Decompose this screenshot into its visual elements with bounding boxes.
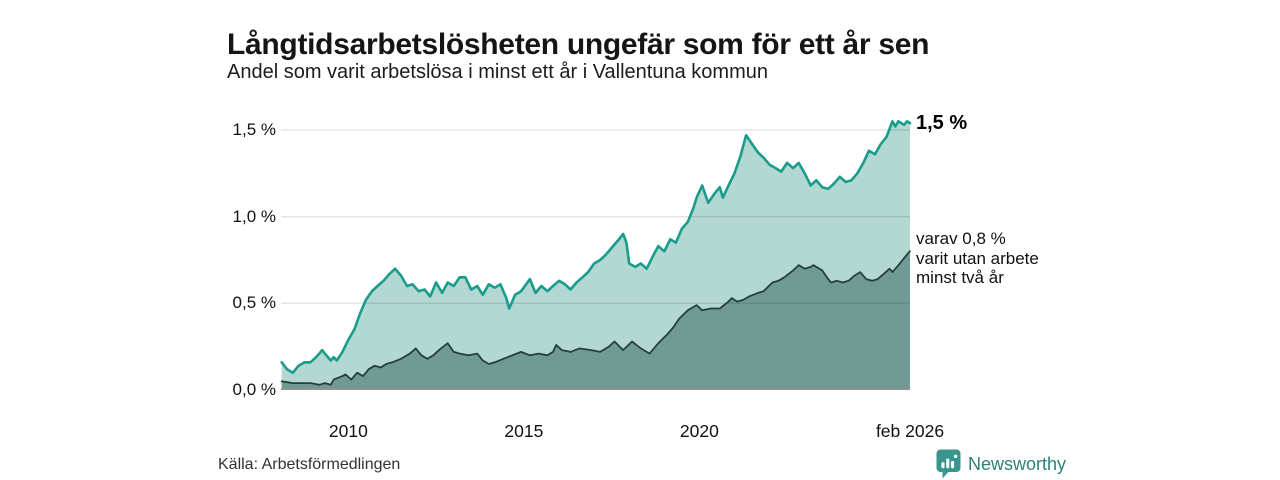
chart-subtitle: Andel som varit arbetslösa i minst ett å… — [227, 61, 768, 83]
newsworthy-logo-icon — [936, 449, 961, 479]
two-year-annotation-line-3: minst två år — [916, 268, 1004, 287]
source-note: Källa: Arbetsförmedlingen — [218, 456, 401, 473]
x-tick-label: 2020 — [679, 421, 719, 441]
area-chart — [280, 110, 912, 391]
brand-name: Newsworthy — [968, 453, 1067, 474]
y-tick-label: 0,5 % — [232, 293, 276, 313]
two-year-annotation: varav 0,8 % varit utan arbete minst två … — [916, 229, 1039, 288]
x-tick-label: 2015 — [504, 421, 544, 441]
y-tick-label: 1,5 % — [232, 120, 276, 139]
x-tick-label: 2010 — [328, 421, 368, 441]
chart-title: Långtidsarbetslösheten ungefär som för e… — [227, 28, 930, 62]
chart-canvas — [280, 120, 912, 391]
two-year-annotation-line-1: varav 0,8 % — [916, 229, 1006, 248]
x-tick-label: feb 2026 — [875, 421, 945, 441]
y-tick-label: 0,0 % — [232, 380, 276, 399]
latest-value-label: 1,5 % — [916, 112, 968, 134]
two-year-annotation-line-2: varit utan arbete — [916, 248, 1039, 268]
newsworthy-brand: Newsworthy — [936, 449, 1066, 479]
y-tick-label: 1,0 % — [232, 206, 276, 226]
